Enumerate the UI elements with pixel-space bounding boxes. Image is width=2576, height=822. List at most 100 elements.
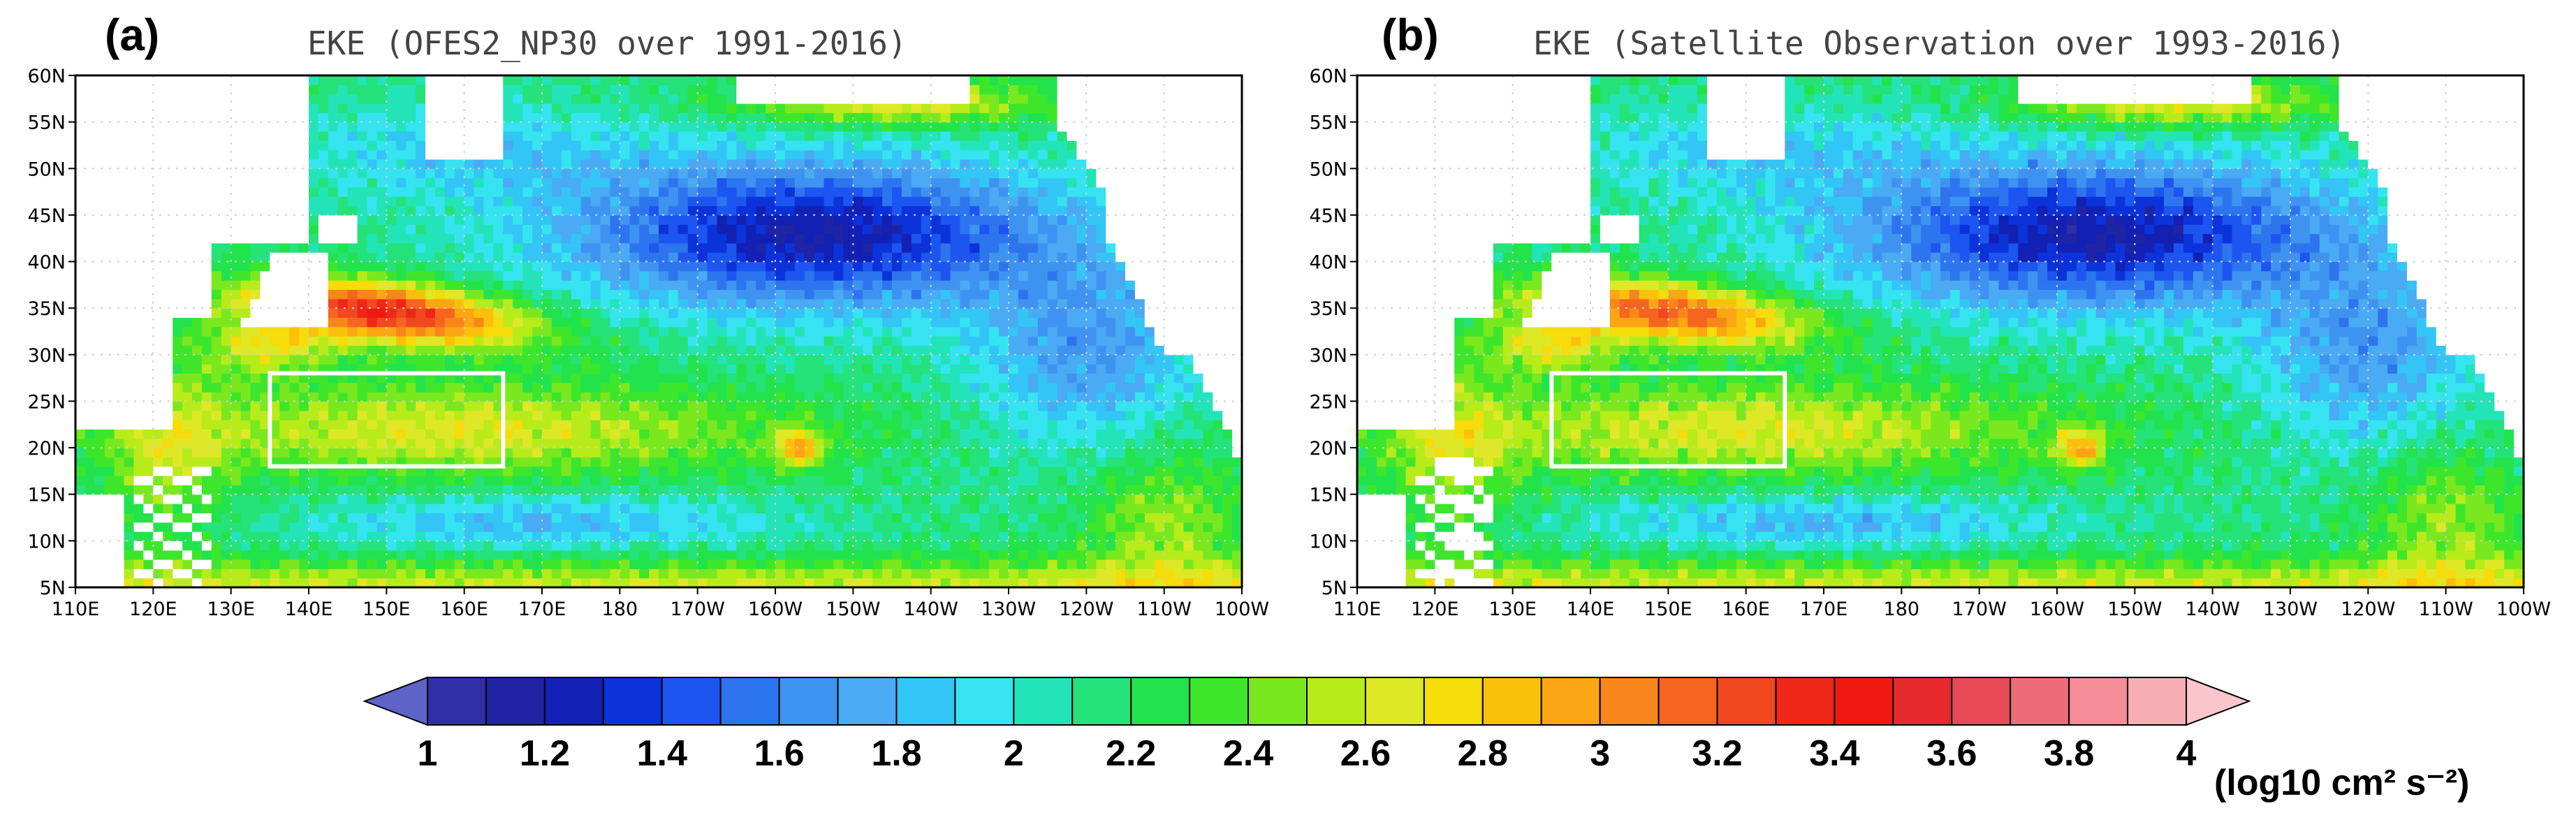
eke-cell bbox=[911, 420, 922, 430]
eke-cell bbox=[804, 438, 815, 448]
eke-cell bbox=[474, 522, 485, 532]
eke-cell bbox=[892, 345, 902, 355]
eke-cell bbox=[133, 205, 144, 216]
eke-cell bbox=[94, 289, 105, 300]
eke-cell bbox=[717, 345, 727, 355]
eke-cell bbox=[279, 261, 290, 272]
eke-cell bbox=[580, 326, 592, 337]
eke-cell bbox=[124, 242, 135, 253]
eke-cell bbox=[474, 289, 485, 300]
eke-cell bbox=[872, 420, 883, 430]
eke-cell bbox=[940, 522, 951, 532]
eke-cell bbox=[756, 75, 766, 85]
eke-cell bbox=[833, 466, 844, 476]
eke-cell bbox=[551, 410, 562, 420]
eke-cell bbox=[513, 429, 523, 439]
eke-cell bbox=[260, 85, 270, 95]
eke-cell bbox=[201, 522, 212, 532]
eke-cell bbox=[551, 568, 562, 579]
eke-cell bbox=[483, 186, 494, 197]
eke-cell bbox=[104, 280, 115, 291]
eke-cell bbox=[211, 75, 222, 85]
eke-cell bbox=[542, 196, 552, 207]
eke-cell bbox=[814, 550, 825, 560]
eke-cell bbox=[337, 270, 349, 281]
eke-cell bbox=[444, 261, 455, 272]
eke-cell bbox=[901, 401, 912, 411]
eke-cell bbox=[580, 336, 592, 346]
eke-cell bbox=[532, 122, 543, 132]
eke-cell bbox=[687, 270, 698, 281]
eke-cell bbox=[766, 131, 776, 141]
eke-cell bbox=[707, 122, 718, 132]
eke-cell bbox=[687, 429, 698, 439]
eke-cell bbox=[444, 317, 455, 328]
eke-cell bbox=[804, 466, 815, 476]
eke-cell bbox=[872, 298, 883, 309]
eke-cell bbox=[163, 224, 173, 235]
eke-cell bbox=[649, 354, 659, 365]
eke-cell bbox=[697, 224, 708, 235]
eke-cell bbox=[318, 522, 329, 532]
eke-cell bbox=[163, 149, 173, 160]
eke-cell bbox=[211, 476, 222, 485]
eke-cell bbox=[551, 504, 562, 513]
eke-cell bbox=[434, 382, 446, 392]
eke-cell bbox=[416, 280, 426, 291]
eke-cell bbox=[376, 522, 387, 532]
eke-cell bbox=[561, 252, 572, 263]
eke-cell bbox=[600, 196, 610, 207]
eke-cell bbox=[678, 205, 689, 216]
eke-cell bbox=[464, 559, 475, 569]
eke-cell bbox=[367, 177, 377, 188]
eke-cell bbox=[211, 438, 222, 448]
eke-cell bbox=[230, 457, 242, 467]
eke-cell bbox=[833, 457, 844, 467]
eke-cell bbox=[561, 438, 572, 448]
eke-cell bbox=[230, 345, 242, 355]
eke-cell bbox=[289, 289, 300, 300]
eke-cell bbox=[551, 513, 562, 523]
eke-cell bbox=[804, 531, 815, 541]
eke-cell bbox=[882, 131, 893, 141]
eke-cell bbox=[756, 140, 766, 151]
eke-cell bbox=[746, 242, 756, 253]
eke-cell bbox=[804, 261, 815, 272]
eke-cell bbox=[230, 224, 242, 235]
eke-cell bbox=[766, 317, 776, 328]
eke-cell bbox=[260, 382, 270, 392]
eke-cell bbox=[386, 186, 397, 197]
eke-cell bbox=[260, 568, 270, 579]
eke-cell bbox=[240, 261, 251, 272]
eke-cell bbox=[649, 485, 659, 495]
eke-cell bbox=[230, 233, 242, 244]
eke-cell bbox=[784, 103, 796, 113]
eke-cell bbox=[454, 168, 465, 179]
eke-cell bbox=[911, 112, 922, 123]
eke-cell bbox=[853, 457, 863, 467]
eke-cell bbox=[503, 568, 513, 579]
eke-cell bbox=[85, 85, 96, 95]
eke-cell bbox=[309, 177, 319, 188]
eke-cell bbox=[853, 466, 863, 476]
eke-cell bbox=[75, 149, 86, 160]
eke-cell bbox=[434, 429, 446, 439]
eke-cell bbox=[318, 410, 329, 420]
eke-cell bbox=[707, 280, 718, 291]
eke-cell bbox=[833, 559, 844, 569]
eke-cell bbox=[736, 131, 747, 141]
eke-cell bbox=[289, 131, 300, 141]
eke-cell bbox=[668, 289, 679, 300]
eke-cell bbox=[668, 354, 679, 365]
eke-cell bbox=[367, 233, 377, 244]
eke-cell bbox=[124, 345, 135, 355]
eke-cell bbox=[279, 410, 290, 420]
eke-cell bbox=[561, 75, 572, 85]
eke-cell bbox=[464, 186, 475, 197]
eke-cell bbox=[454, 196, 465, 207]
eke-cell bbox=[639, 531, 650, 541]
eke-cell bbox=[173, 159, 183, 169]
eke-cell bbox=[580, 103, 592, 113]
eke-cell bbox=[668, 513, 679, 523]
eke-cell bbox=[250, 103, 261, 113]
